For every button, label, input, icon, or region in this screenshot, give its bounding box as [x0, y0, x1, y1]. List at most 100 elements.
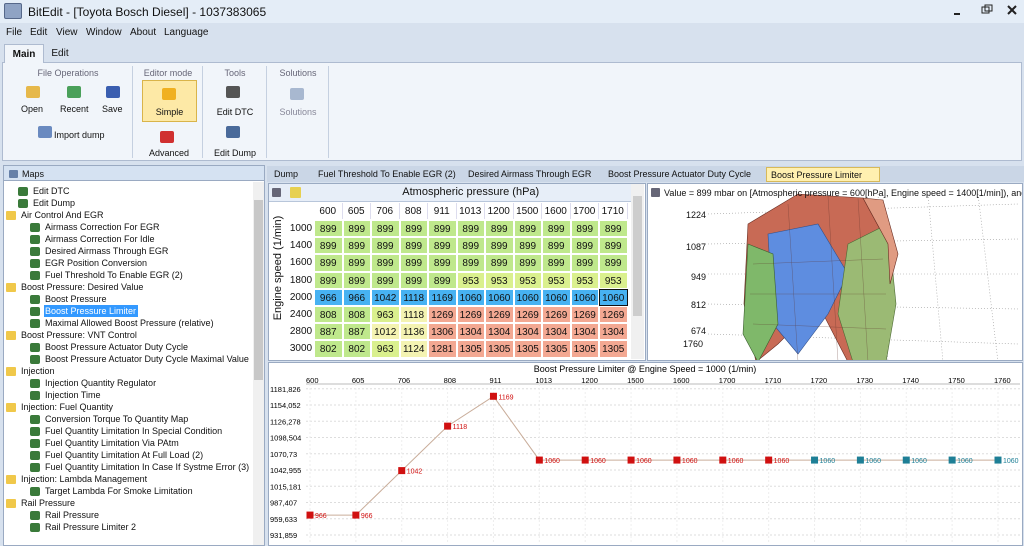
table-cell[interactable]: 1304: [542, 323, 571, 341]
table-cell[interactable]: 899: [371, 254, 400, 272]
table-cell[interactable]: 899: [314, 254, 343, 272]
table-cell[interactable]: 1281: [428, 340, 457, 358]
table-cell[interactable]: 899: [570, 254, 599, 272]
menu-item[interactable]: View: [56, 27, 78, 38]
table-cell[interactable]: 899: [485, 220, 514, 238]
menu-item[interactable]: About: [130, 27, 157, 38]
table-cell[interactable]: 899: [371, 237, 400, 255]
table-cell[interactable]: 899: [342, 237, 371, 255]
table-cell[interactable]: 899: [513, 237, 542, 255]
table-cell[interactable]: 1305: [456, 340, 485, 358]
tree-item[interactable]: Target Lambda For Smoke Limitation: [45, 486, 193, 496]
table-cell[interactable]: 899: [428, 271, 457, 289]
doc-tab[interactable]: Fuel Threshold To Enable EGR (2): [318, 169, 456, 179]
tree-item[interactable]: Boost Pressure Actuator Duty Cycle: [45, 342, 189, 352]
ribbon-button[interactable]: Solutions: [279, 107, 317, 117]
tree-item[interactable]: Fuel Quantity Limitation Via PAtm: [45, 438, 179, 448]
table-cell[interactable]: 899: [371, 271, 400, 289]
table-cell[interactable]: 1305: [485, 340, 514, 358]
table-cell[interactable]: 1304: [570, 323, 599, 341]
tree-group[interactable]: Air Control And EGR: [21, 210, 104, 220]
menu-item[interactable]: Edit: [30, 27, 48, 38]
ribbon-button[interactable]: Import dump: [54, 130, 105, 140]
tree-group[interactable]: Injection: Fuel Quantity: [21, 402, 114, 412]
tree-group[interactable]: Boost Pressure: VNT Control: [21, 330, 137, 340]
table-cell[interactable]: 1060: [456, 288, 485, 306]
table-cell[interactable]: 899: [428, 220, 457, 238]
tree-group[interactable]: Injection: Lambda Management: [21, 474, 148, 484]
ribbon-button[interactable]: Advanced: [148, 148, 190, 158]
table-cell[interactable]: 1118: [399, 288, 428, 306]
table-cell[interactable]: 1306: [428, 323, 457, 341]
table-cell[interactable]: 1269: [456, 306, 485, 324]
table-scrollbar[interactable]: [631, 184, 644, 359]
doc-tab[interactable]: Boost Pressure Actuator Duty Cycle: [608, 169, 752, 179]
table-cell[interactable]: 899: [314, 220, 343, 238]
table-cell[interactable]: 899: [570, 237, 599, 255]
table-cell[interactable]: 953: [599, 271, 628, 289]
tree-item[interactable]: Maximal Allowed Boost Pressure (relative…: [45, 318, 214, 328]
table-cell[interactable]: 899: [599, 237, 628, 255]
tree-item[interactable]: Airmass Correction For EGR: [45, 222, 160, 232]
table-cell[interactable]: 899: [485, 237, 514, 255]
table-cell[interactable]: 899: [428, 237, 457, 255]
tree-item[interactable]: Conversion Torque To Quantity Map: [45, 414, 189, 424]
table-cell[interactable]: 899: [399, 254, 428, 272]
ribbon-button[interactable]: Simple: [155, 107, 184, 117]
table-cell[interactable]: 1060: [485, 288, 514, 306]
table-cell[interactable]: 953: [513, 271, 542, 289]
tree-item[interactable]: Rail Pressure Limiter 2: [45, 522, 137, 532]
maps-scrollbar[interactable]: [253, 182, 264, 545]
table-cell[interactable]: 1305: [513, 340, 542, 358]
tree-item[interactable]: Fuel Quantity Limitation In Special Cond…: [45, 426, 223, 436]
tree-group[interactable]: Boost Pressure: Desired Value: [21, 282, 144, 292]
doc-tab[interactable]: Boost Pressure Limiter: [766, 167, 880, 182]
table-cell[interactable]: 899: [399, 271, 428, 289]
table-cell[interactable]: 963: [371, 306, 400, 324]
tree-item[interactable]: Fuel Threshold To Enable EGR (2): [45, 270, 183, 280]
tree-item[interactable]: Boost Pressure Limiter: [45, 306, 137, 316]
scroll-thumb[interactable]: [633, 196, 642, 316]
table-cell[interactable]: 808: [314, 306, 343, 324]
doc-tab[interactable]: Dump: [274, 169, 299, 179]
table-cell[interactable]: 899: [342, 271, 371, 289]
tree-item[interactable]: Airmass Correction For Idle: [45, 234, 155, 244]
tree-item[interactable]: Edit Dump: [33, 198, 76, 208]
menu-item[interactable]: Language: [164, 27, 209, 38]
table-cell[interactable]: 1304: [599, 323, 628, 341]
tree-item[interactable]: Edit DTC: [33, 186, 70, 196]
tree-item[interactable]: Fuel Quantity Limitation At Full Load (2…: [45, 450, 204, 460]
table-cell[interactable]: 899: [342, 254, 371, 272]
menu-item[interactable]: Window: [86, 27, 122, 38]
table-cell[interactable]: 1269: [542, 306, 571, 324]
ribbon-button[interactable]: Save: [102, 104, 123, 114]
doc-tab[interactable]: Desired Airmass Through EGR: [468, 169, 592, 179]
ribbon-button[interactable]: Open: [20, 104, 44, 114]
table-cell[interactable]: 1269: [428, 306, 457, 324]
table-cell[interactable]: 899: [599, 254, 628, 272]
table-cell[interactable]: 899: [456, 254, 485, 272]
table-cell[interactable]: 1304: [456, 323, 485, 341]
table-cell[interactable]: 1269: [570, 306, 599, 324]
table-cell[interactable]: 899: [399, 220, 428, 238]
ribbon-tab[interactable]: Main: [4, 44, 44, 63]
table-cell[interactable]: 1269: [485, 306, 514, 324]
table-cell[interactable]: 899: [485, 254, 514, 272]
table-cell[interactable]: 899: [456, 237, 485, 255]
table-cell[interactable]: 1304: [513, 323, 542, 341]
table-cell[interactable]: 1124: [399, 340, 428, 358]
table-cell[interactable]: 802: [342, 340, 371, 358]
table-cell[interactable]: 1012: [371, 323, 400, 341]
table-cell[interactable]: 887: [342, 323, 371, 341]
table-cell[interactable]: 953: [570, 271, 599, 289]
tree-item[interactable]: Desired Airmass Through EGR: [45, 246, 169, 256]
table-cell[interactable]: 1042: [371, 288, 400, 306]
table-cell[interactable]: 1118: [399, 306, 428, 324]
table-cell[interactable]: 1169: [428, 288, 457, 306]
window-controls[interactable]: [950, 4, 1020, 18]
table-cell[interactable]: 1060: [599, 288, 628, 306]
tree-group[interactable]: Rail Pressure: [21, 498, 76, 508]
table-cell[interactable]: 899: [513, 254, 542, 272]
table-cell[interactable]: 953: [485, 271, 514, 289]
table-cell[interactable]: 963: [371, 340, 400, 358]
